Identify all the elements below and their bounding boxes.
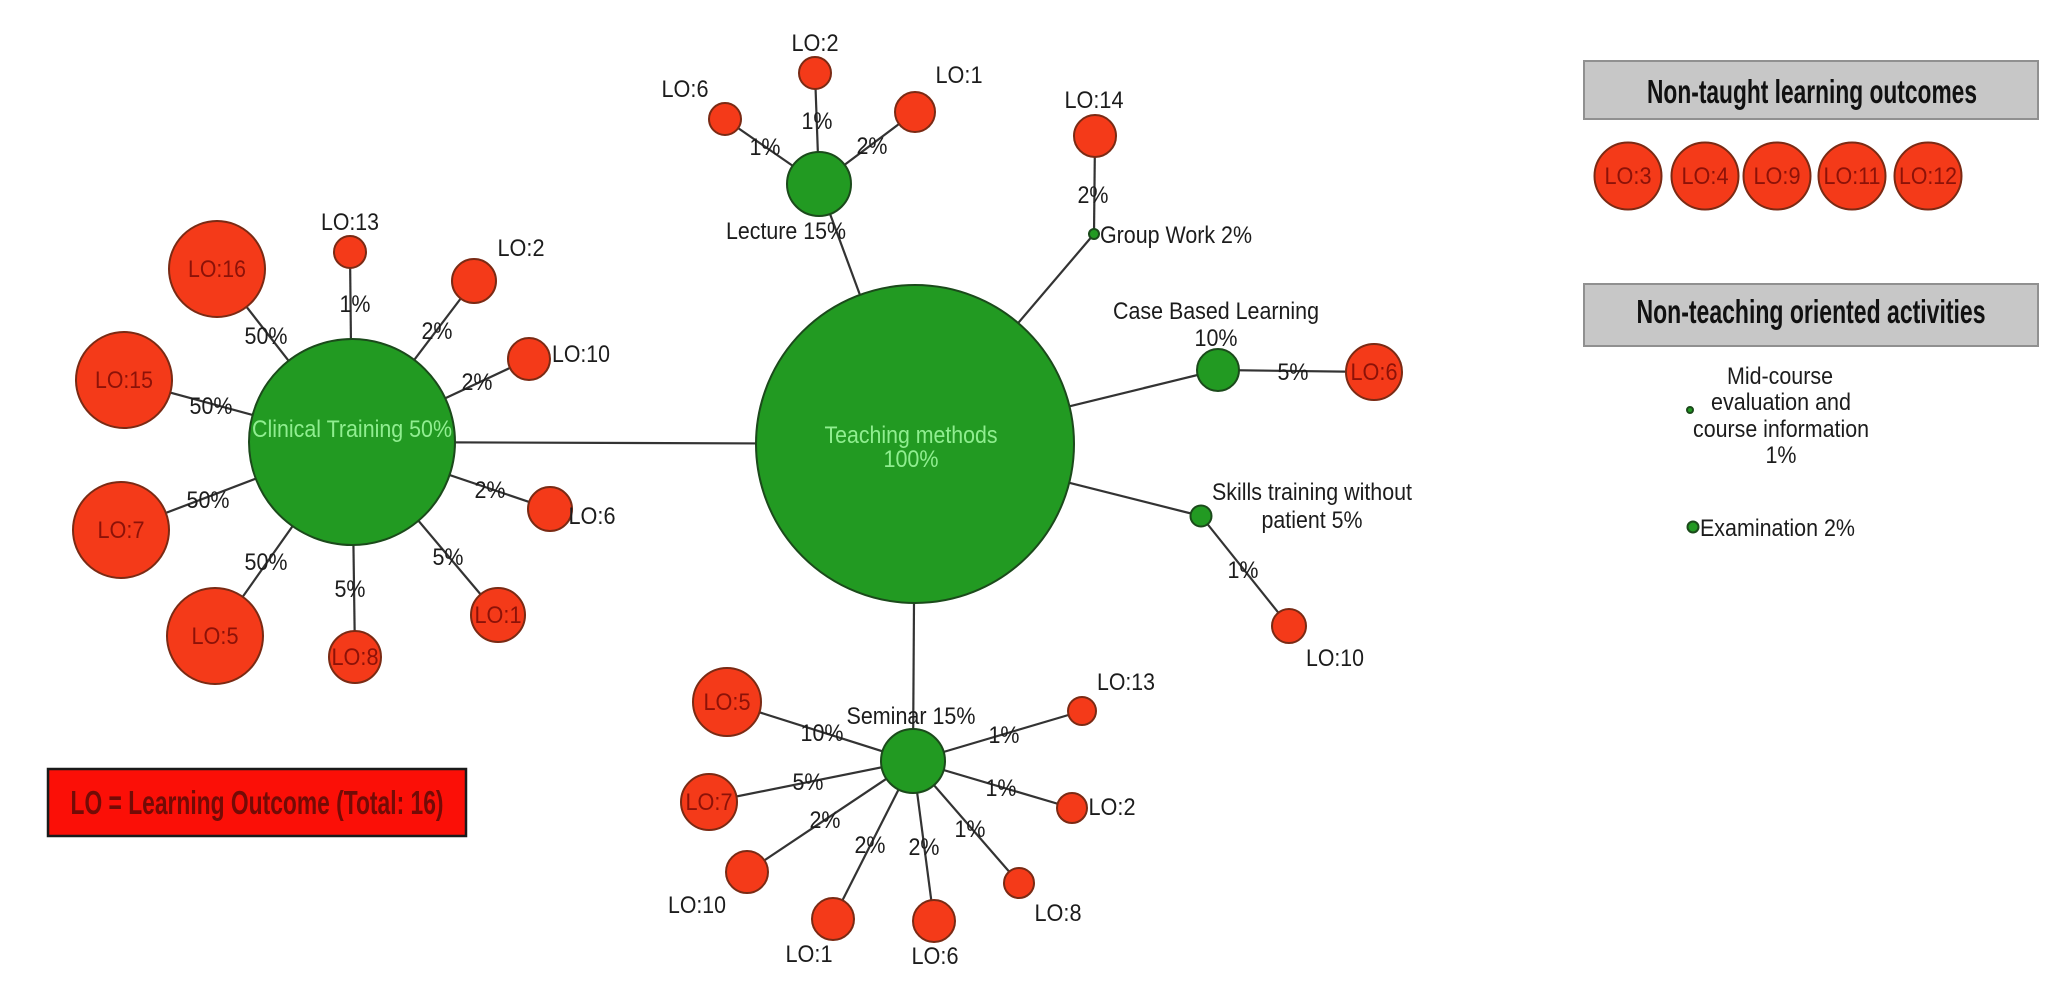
svg-text:50%: 50%: [245, 323, 288, 350]
svg-text:LO:2: LO:2: [498, 235, 545, 262]
svg-text:Skills training without: Skills training without: [1212, 479, 1412, 506]
svg-text:LO:1: LO:1: [786, 941, 833, 968]
svg-text:Non-teaching oriented activiti: Non-teaching oriented activities: [1637, 293, 1986, 330]
svg-text:LO:8: LO:8: [332, 644, 379, 671]
svg-text:LO:1: LO:1: [475, 602, 522, 629]
svg-text:LO:13: LO:13: [1097, 669, 1155, 696]
svg-text:50%: 50%: [245, 549, 288, 576]
svg-text:LO:10: LO:10: [1306, 645, 1364, 672]
svg-text:Group Work 2%: Group Work 2%: [1100, 222, 1252, 249]
svg-text:LO:7: LO:7: [98, 517, 145, 544]
svg-text:LO:1: LO:1: [936, 62, 983, 89]
svg-text:10%: 10%: [801, 720, 844, 747]
svg-text:2%: 2%: [909, 834, 940, 861]
svg-text:LO:14: LO:14: [1065, 87, 1124, 114]
svg-text:2%: 2%: [475, 477, 506, 504]
svg-text:Seminar 15%: Seminar 15%: [847, 703, 976, 730]
svg-text:Non-taught learning outcomes: Non-taught learning outcomes: [1647, 73, 1977, 110]
svg-text:1%: 1%: [1766, 442, 1797, 469]
svg-text:LO:16: LO:16: [188, 256, 246, 283]
svg-text:LO:11: LO:11: [1824, 163, 1881, 190]
svg-text:10%: 10%: [1195, 325, 1238, 352]
svg-text:100%: 100%: [884, 446, 939, 473]
svg-text:1%: 1%: [955, 816, 986, 843]
svg-text:LO:5: LO:5: [704, 689, 751, 716]
svg-text:LO:10: LO:10: [668, 892, 726, 919]
svg-text:1%: 1%: [1228, 557, 1259, 584]
svg-text:1%: 1%: [340, 291, 371, 318]
svg-text:2%: 2%: [857, 133, 888, 160]
svg-text:LO:3: LO:3: [1605, 163, 1652, 190]
svg-text:LO:13: LO:13: [321, 209, 379, 236]
svg-text:Lecture 15%: Lecture 15%: [726, 218, 846, 245]
svg-text:5%: 5%: [1278, 359, 1309, 386]
svg-text:LO:6: LO:6: [662, 76, 709, 103]
svg-text:course information: course information: [1693, 416, 1869, 443]
svg-text:1%: 1%: [986, 775, 1017, 802]
svg-text:LO:6: LO:6: [1351, 359, 1398, 386]
svg-text:evaluation and: evaluation and: [1711, 389, 1851, 416]
svg-text:LO:8: LO:8: [1035, 900, 1082, 927]
svg-text:Mid-course: Mid-course: [1727, 363, 1833, 390]
svg-text:Case Based Learning: Case Based Learning: [1113, 298, 1319, 325]
svg-text:LO:12: LO:12: [1899, 163, 1957, 190]
svg-text:1%: 1%: [989, 722, 1020, 749]
svg-text:Examination 2%: Examination 2%: [1700, 515, 1855, 542]
svg-text:LO:6: LO:6: [912, 943, 959, 970]
svg-text:5%: 5%: [433, 544, 464, 571]
svg-text:1%: 1%: [802, 108, 833, 135]
svg-text:2%: 2%: [462, 369, 493, 396]
svg-text:LO:9: LO:9: [1754, 163, 1801, 190]
svg-text:LO:2: LO:2: [792, 30, 839, 57]
svg-text:50%: 50%: [187, 487, 230, 514]
svg-text:LO:2: LO:2: [1089, 794, 1136, 821]
svg-text:LO:6: LO:6: [569, 503, 616, 530]
svg-text:LO = Learning Outcome (Total:: LO = Learning Outcome (Total: 16): [71, 784, 444, 821]
svg-text:LO:15: LO:15: [95, 367, 153, 394]
svg-text:LO:4: LO:4: [1682, 163, 1729, 190]
svg-text:LO:10: LO:10: [552, 341, 610, 368]
svg-text:LO:5: LO:5: [192, 623, 239, 650]
svg-text:2%: 2%: [855, 832, 886, 859]
svg-text:1%: 1%: [750, 134, 781, 161]
svg-text:2%: 2%: [810, 807, 841, 834]
svg-text:LO:7: LO:7: [686, 789, 733, 816]
svg-text:patient 5%: patient 5%: [1262, 507, 1363, 534]
svg-text:2%: 2%: [422, 318, 453, 345]
svg-text:50%: 50%: [190, 393, 233, 420]
svg-text:2%: 2%: [1078, 182, 1109, 209]
svg-text:Clinical Training 50%: Clinical Training 50%: [252, 416, 452, 443]
svg-text:5%: 5%: [793, 769, 824, 796]
svg-text:Teaching methods: Teaching methods: [825, 422, 998, 449]
svg-text:5%: 5%: [335, 576, 366, 603]
